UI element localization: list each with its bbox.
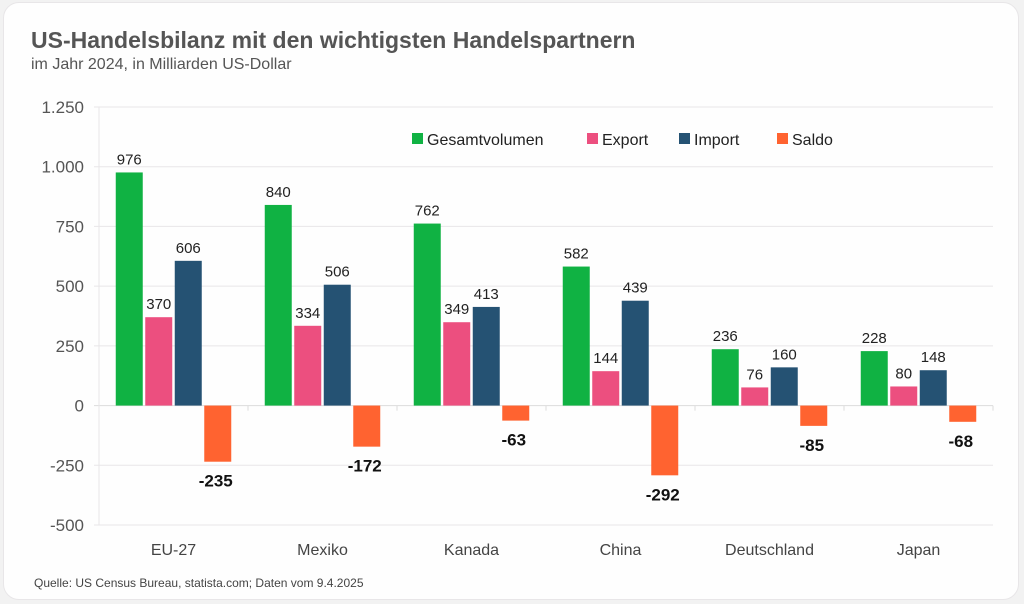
y-tick-label: 500 bbox=[56, 277, 84, 296]
y-tick-label: 750 bbox=[56, 217, 84, 236]
bars bbox=[115, 172, 977, 476]
bar-import bbox=[770, 367, 798, 406]
legend-label: Import bbox=[694, 132, 740, 149]
bar-gesamtvolumen bbox=[413, 223, 441, 406]
bar-export bbox=[592, 371, 620, 406]
bar-import bbox=[621, 300, 649, 406]
legend-swatch bbox=[679, 133, 690, 144]
bar-gesamtvolumen bbox=[115, 172, 143, 406]
data-label: 506 bbox=[325, 264, 350, 281]
data-label: -235 bbox=[199, 472, 233, 491]
legend-item: Import bbox=[679, 132, 740, 149]
x-tick-label: Deutschland bbox=[725, 542, 814, 559]
legend-swatch bbox=[777, 133, 788, 144]
data-label: 349 bbox=[444, 301, 469, 318]
legend-item: Export bbox=[587, 132, 649, 149]
y-tick-label: 0 bbox=[75, 397, 84, 416]
legend-item: Saldo bbox=[777, 132, 833, 149]
data-label: -63 bbox=[501, 431, 526, 450]
bar-saldo bbox=[204, 405, 232, 462]
data-label: -68 bbox=[948, 432, 973, 451]
bar-gesamtvolumen bbox=[264, 204, 292, 406]
legend-label: Gesamtvolumen bbox=[427, 132, 544, 149]
chart-subtitle: im Jahr 2024, in Milliarden US-Dollar bbox=[31, 56, 292, 73]
data-label: 582 bbox=[564, 246, 589, 263]
bar-gesamtvolumen bbox=[711, 349, 739, 406]
data-label: 228 bbox=[862, 330, 887, 347]
x-tick-label: Mexiko bbox=[297, 542, 348, 559]
data-label: 413 bbox=[474, 286, 499, 303]
data-label: 334 bbox=[295, 305, 320, 322]
data-label: -292 bbox=[646, 485, 680, 504]
bar-export bbox=[443, 322, 471, 406]
bar-export bbox=[890, 386, 918, 406]
data-label: 606 bbox=[176, 240, 201, 257]
bar-saldo bbox=[800, 405, 828, 426]
x-tick-label: Kanada bbox=[444, 542, 499, 559]
bar-gesamtvolumen bbox=[562, 266, 590, 406]
data-label: 840 bbox=[266, 184, 291, 201]
bar-saldo bbox=[949, 405, 977, 422]
data-label: -172 bbox=[348, 457, 382, 476]
x-axis: EU-27 Mexiko Kanada China Deutschland Japan bbox=[151, 405, 994, 559]
legend-swatch bbox=[412, 133, 423, 144]
y-tick-label: -500 bbox=[50, 516, 84, 535]
data-label: 976 bbox=[117, 151, 142, 168]
data-label: 80 bbox=[895, 365, 912, 382]
bar-import bbox=[174, 260, 202, 406]
legend: Gesamtvolumen Export Import Saldo bbox=[412, 132, 833, 149]
bar-export bbox=[741, 387, 769, 406]
bar-saldo bbox=[651, 405, 679, 476]
bar-import bbox=[919, 370, 947, 406]
gridlines bbox=[94, 106, 993, 526]
x-tick-label: China bbox=[600, 542, 642, 559]
y-tick-label: 250 bbox=[56, 337, 84, 356]
legend-label: Saldo bbox=[792, 132, 833, 149]
chart-title: US-Handelsbilanz mit den wichtigsten Han… bbox=[31, 27, 636, 53]
data-label: 439 bbox=[623, 280, 648, 297]
data-label: 76 bbox=[746, 366, 763, 383]
data-label: 370 bbox=[146, 296, 171, 313]
bar-export bbox=[145, 317, 173, 406]
data-label: 762 bbox=[415, 203, 440, 220]
data-label: -85 bbox=[799, 436, 824, 455]
chart-card: US-Handelsbilanz mit den wichtigsten Han… bbox=[3, 2, 1019, 600]
source-note: Quelle: US Census Bureau, statista.com; … bbox=[34, 576, 364, 590]
legend-item: Gesamtvolumen bbox=[412, 132, 544, 149]
y-tick-label: -250 bbox=[50, 456, 84, 475]
legend-label: Export bbox=[602, 132, 649, 149]
y-axis: 1.250 1.000 750 500 250 0 -250 -500 bbox=[41, 98, 100, 535]
x-tick-label: EU-27 bbox=[151, 542, 196, 559]
legend-swatch bbox=[587, 133, 598, 144]
bar-saldo bbox=[502, 405, 530, 421]
data-label: 236 bbox=[713, 328, 738, 345]
data-labels: 976 370 606 -235 840 334 506 -172 762 349 413 -63 58… bbox=[117, 151, 973, 504]
bar-saldo bbox=[353, 405, 381, 447]
bar-export bbox=[294, 325, 322, 406]
bar-import bbox=[323, 284, 351, 406]
y-tick-label: 1.000 bbox=[41, 158, 84, 177]
x-tick-label: Japan bbox=[897, 542, 941, 559]
data-label: 148 bbox=[921, 349, 946, 366]
bar-import bbox=[472, 306, 500, 406]
data-label: 160 bbox=[772, 346, 797, 363]
bar-gesamtvolumen bbox=[860, 351, 888, 406]
y-tick-label: 1.250 bbox=[41, 98, 84, 117]
data-label: 144 bbox=[593, 350, 618, 367]
